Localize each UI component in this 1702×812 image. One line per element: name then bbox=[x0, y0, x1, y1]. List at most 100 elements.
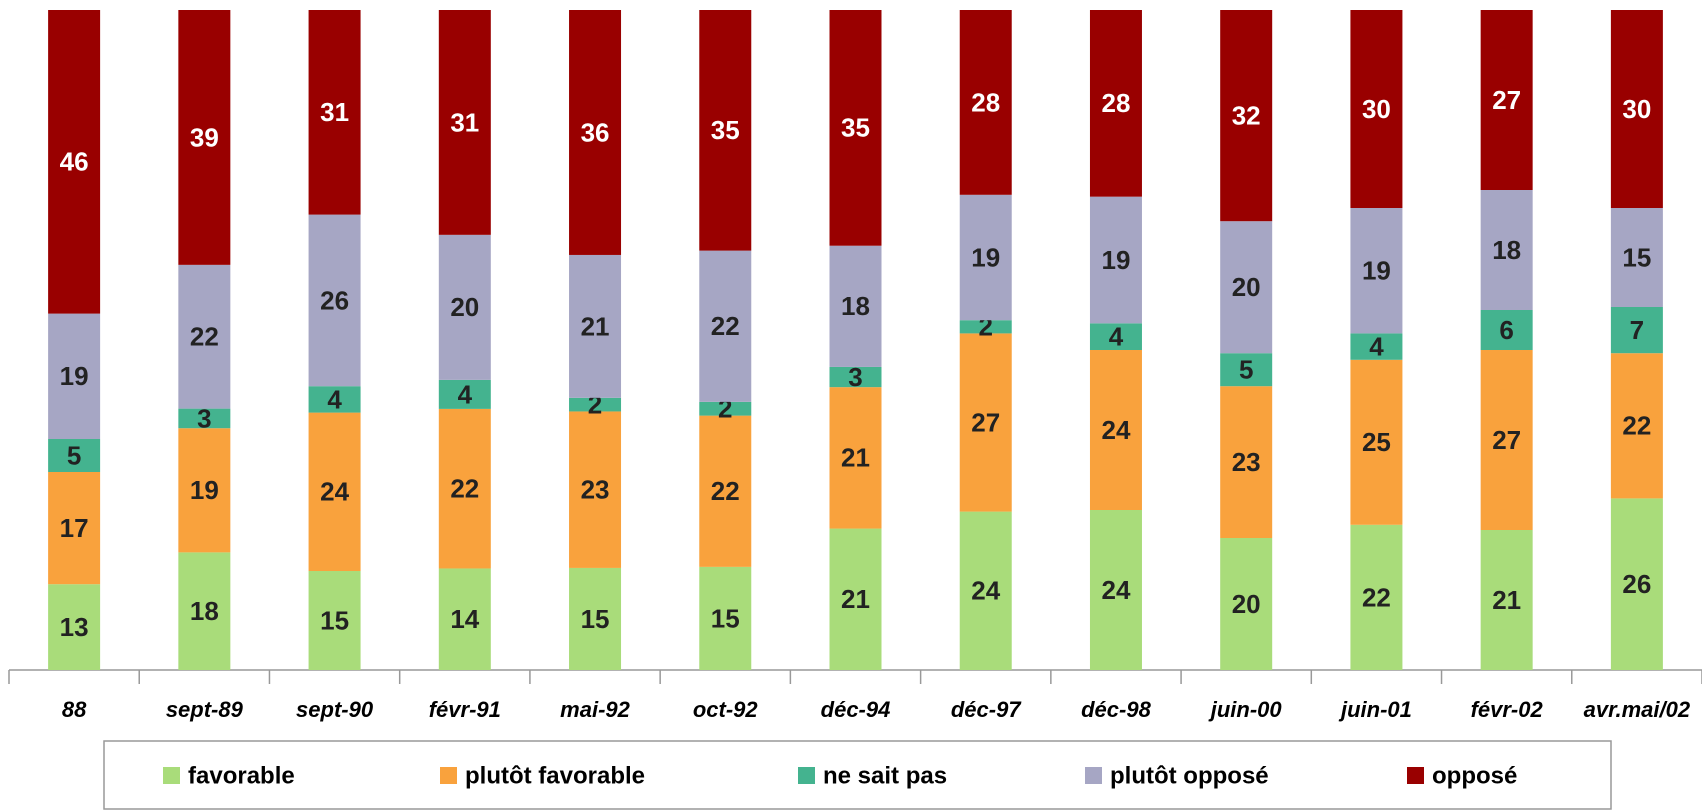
data-label: 3 bbox=[848, 362, 862, 392]
bar-segment bbox=[699, 566, 752, 670]
data-label: 5 bbox=[67, 440, 81, 470]
data-label: 28 bbox=[971, 87, 1000, 117]
data-label: 15 bbox=[1622, 242, 1651, 272]
bar-segment bbox=[1089, 350, 1142, 510]
x-tick-label: juin-01 bbox=[1338, 697, 1412, 722]
bar-segment bbox=[1089, 510, 1142, 670]
data-label: 30 bbox=[1362, 94, 1391, 124]
data-label: 4 bbox=[327, 384, 342, 414]
legend-box bbox=[103, 740, 1612, 810]
bar-segment bbox=[1350, 10, 1403, 208]
x-tick-label: sept-89 bbox=[166, 697, 244, 722]
bar-segment bbox=[569, 254, 622, 398]
data-label: 19 bbox=[60, 361, 89, 391]
x-tick-label: avr.mai/02 bbox=[1584, 697, 1691, 722]
bar-segment bbox=[1480, 10, 1533, 190]
bar-segment bbox=[178, 264, 231, 409]
bar-segment bbox=[829, 528, 882, 670]
bar-segment bbox=[1089, 196, 1142, 324]
data-label: 22 bbox=[1362, 582, 1391, 612]
bar-segment bbox=[308, 10, 361, 215]
bar-segment bbox=[308, 571, 361, 670]
data-label: 23 bbox=[1232, 447, 1261, 477]
data-label: 27 bbox=[971, 407, 1000, 437]
bar-segment bbox=[829, 10, 882, 246]
data-label: 15 bbox=[711, 603, 740, 633]
legend-label: plutôt favorable bbox=[465, 762, 645, 789]
data-label: 35 bbox=[711, 115, 740, 145]
bar-segment bbox=[1220, 538, 1273, 670]
bar-segment bbox=[959, 511, 1012, 670]
bar-segment bbox=[308, 386, 361, 413]
bar-segment bbox=[48, 10, 101, 314]
bar-segment bbox=[1350, 359, 1403, 525]
x-tick-label: déc-94 bbox=[821, 697, 891, 722]
data-label: 21 bbox=[841, 443, 870, 473]
bar-segment bbox=[959, 320, 1012, 334]
data-label: 22 bbox=[450, 474, 479, 504]
bar-segment bbox=[48, 439, 101, 472]
data-label: 4 bbox=[1109, 322, 1124, 352]
data-label: 24 bbox=[971, 576, 1000, 606]
x-tick-label: juin-00 bbox=[1208, 697, 1283, 722]
bar-segment bbox=[959, 194, 1012, 321]
data-label: 15 bbox=[581, 604, 610, 634]
bar-segment bbox=[438, 568, 491, 670]
data-label: 26 bbox=[1622, 569, 1651, 599]
data-label: 19 bbox=[1362, 256, 1391, 286]
bar-segment bbox=[1610, 353, 1663, 499]
bar-segment bbox=[48, 313, 101, 439]
bar-segment bbox=[829, 366, 882, 388]
x-tick-label: mai-92 bbox=[560, 697, 630, 722]
legend-swatch bbox=[163, 767, 180, 784]
legend-swatch bbox=[798, 767, 815, 784]
data-label: 28 bbox=[1102, 88, 1131, 118]
legend-label: favorable bbox=[188, 762, 295, 789]
data-label: 20 bbox=[450, 292, 479, 322]
data-label: 31 bbox=[320, 97, 349, 127]
bar-segment bbox=[699, 415, 752, 567]
bar-segment bbox=[1220, 221, 1273, 354]
bar-segment bbox=[959, 10, 1012, 195]
data-label: 27 bbox=[1492, 425, 1521, 455]
data-label: 21 bbox=[841, 584, 870, 614]
data-label: 7 bbox=[1630, 315, 1644, 345]
data-label: 22 bbox=[190, 322, 219, 352]
data-label: 21 bbox=[1492, 585, 1521, 615]
bar-segment bbox=[1220, 353, 1273, 387]
bar-segment bbox=[48, 584, 101, 670]
bar-segment bbox=[1350, 524, 1403, 670]
data-label: 36 bbox=[581, 117, 610, 147]
data-label: 24 bbox=[1102, 415, 1131, 445]
data-label: 22 bbox=[711, 476, 740, 506]
bar-segment bbox=[1480, 310, 1533, 350]
legend-swatch bbox=[1085, 767, 1102, 784]
data-label: 20 bbox=[1232, 272, 1261, 302]
data-label: 31 bbox=[450, 107, 479, 137]
data-label: 15 bbox=[320, 605, 349, 635]
data-label: 24 bbox=[1102, 575, 1131, 605]
data-label: 4 bbox=[458, 379, 473, 409]
data-label: 30 bbox=[1622, 94, 1651, 124]
bar-segment bbox=[1610, 10, 1663, 208]
data-label: 23 bbox=[581, 475, 610, 505]
bar-segment bbox=[438, 379, 491, 409]
x-tick-label: févr-02 bbox=[1471, 697, 1544, 722]
bar-segment bbox=[438, 234, 491, 380]
bar-segment bbox=[308, 214, 361, 387]
bar-segment bbox=[959, 333, 1012, 512]
bar-segment bbox=[1610, 498, 1663, 670]
x-tick-label: févr-91 bbox=[429, 697, 501, 722]
legend-label: plutôt opposé bbox=[1110, 762, 1269, 789]
data-label: 6 bbox=[1499, 315, 1513, 345]
bar-segment bbox=[699, 250, 752, 402]
bar-segment bbox=[569, 411, 622, 568]
bar-segment bbox=[178, 552, 231, 670]
bar-segment bbox=[1089, 323, 1142, 350]
legend-swatch bbox=[440, 767, 457, 784]
data-label: 19 bbox=[971, 242, 1000, 272]
data-label: 19 bbox=[1102, 245, 1131, 275]
bar-segment bbox=[178, 408, 231, 429]
data-label: 32 bbox=[1232, 100, 1261, 130]
